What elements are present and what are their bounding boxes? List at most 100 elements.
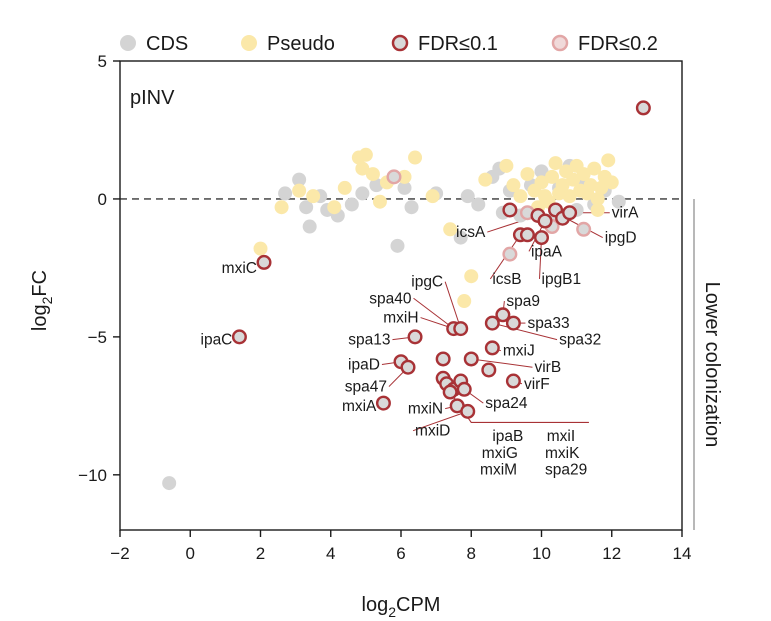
point-fdr-0-1: [502, 202, 518, 218]
point-cds: [355, 186, 370, 201]
point-fdr-0-1: [519, 227, 535, 243]
point-pseudo: [513, 189, 528, 204]
point-pseudo: [548, 156, 563, 171]
legend-item-fdr1: FDR≤0.1: [391, 33, 498, 55]
legend: CDS Pseudo FDR≤0.1 FDR≤0.2: [120, 33, 658, 55]
point-cds: [302, 219, 317, 234]
gene-label-mxik: mxiK: [545, 445, 580, 462]
gene-label-spa40: spa40: [369, 290, 412, 307]
point-fdr-0-2: [576, 221, 592, 237]
legend-label-fdr2: FDR≤0.2: [578, 33, 658, 55]
gene-label-ipgb1: ipgB1: [542, 271, 582, 288]
point-fdr-0-1: [456, 381, 472, 397]
gene-label-mxin: mxiN: [408, 401, 443, 418]
point-cds: [404, 200, 419, 215]
point-cds: [471, 197, 486, 212]
point-pseudo: [355, 161, 370, 176]
point-fdr-0-1: [453, 321, 469, 337]
gene-label-spa29: spa29: [545, 461, 587, 478]
gene-label-icsa: icsA: [456, 224, 486, 241]
point-pseudo: [534, 175, 549, 190]
point-cds: [299, 200, 314, 215]
legend-marker-fdr2: [551, 34, 569, 52]
point-pseudo: [590, 191, 605, 206]
y-axis: 5 0 −5 −10: [78, 52, 120, 485]
legend-marker-pseudo: [241, 35, 257, 51]
point-pseudo: [594, 180, 609, 195]
x-tick-label: −2: [110, 544, 129, 563]
point-fdr-0-1: [484, 315, 500, 331]
gene-label-mxig: mxiG: [482, 445, 518, 462]
point-fdr-0-1: [481, 362, 497, 378]
point-cds: [534, 164, 549, 179]
point-cds: [390, 238, 405, 253]
gene-label-ipaa: ipaA: [531, 243, 563, 260]
point-fdr-0-1: [484, 340, 500, 356]
point-pseudo: [576, 167, 591, 182]
point-pseudo: [499, 158, 514, 173]
point-fdr-0-1: [231, 329, 247, 345]
point-fdr-0-1: [562, 205, 578, 221]
point-pseudo: [443, 222, 458, 237]
point-pseudo: [425, 189, 440, 204]
leader-line-ipgc: [444, 281, 462, 329]
point-pseudo: [253, 241, 268, 256]
x-tick-label: 14: [673, 544, 692, 563]
gene-label-virf: virF: [524, 376, 550, 393]
gene-label-spa32: spa32: [559, 332, 601, 349]
x-tick-label: 2: [256, 544, 265, 563]
point-pseudo: [365, 167, 380, 182]
point-fdr-0-1: [400, 359, 416, 375]
point-cds: [278, 186, 293, 201]
leader-line-spa40: [413, 297, 454, 330]
x-tick-label: 4: [326, 544, 335, 563]
point-pseudo: [292, 183, 307, 198]
leader-line-virb: [471, 358, 533, 368]
data-points: [162, 100, 651, 491]
point-pseudo: [545, 169, 560, 184]
point-pseudo: [464, 269, 479, 284]
point-cds: [162, 476, 177, 491]
point-cds: [453, 230, 468, 245]
gene-label-ipab: ipaB: [492, 428, 523, 445]
point-fdr-0-1: [256, 254, 272, 270]
point-cds: [611, 194, 626, 209]
gene-label-mxim: mxiM: [480, 461, 517, 478]
x-axis: −2 0 2 4 6 8 10 12 14: [110, 530, 691, 563]
legend-marker-cds: [120, 35, 136, 51]
gene-label-mxij: mxiJ: [503, 343, 535, 360]
point-fdr-0-1: [460, 403, 476, 419]
legend-label-cds: CDS: [146, 33, 188, 55]
point-pseudo: [397, 169, 412, 184]
gene-label-mxia: mxiA: [342, 398, 377, 415]
x-tick-label: 12: [602, 544, 621, 563]
point-pseudo: [372, 194, 387, 209]
point-pseudo: [337, 180, 352, 195]
x-tick-label: 0: [186, 544, 195, 563]
point-cds: [460, 189, 475, 204]
legend-label-pseudo: Pseudo: [267, 33, 335, 55]
gene-label-mxid: mxiD: [415, 423, 450, 440]
x-axis-title: log2CPM: [362, 594, 441, 620]
point-pseudo: [601, 153, 616, 168]
point-fdr-0-1: [435, 351, 451, 367]
point-fdr-0-1: [495, 307, 511, 323]
gene-label-spa13: spa13: [348, 332, 390, 349]
panel-label: pINV: [130, 87, 175, 109]
point-pseudo: [408, 150, 423, 165]
leader-line-spa32: [492, 322, 558, 341]
gene-label-mxih: mxiH: [383, 310, 418, 327]
point-fdr-0-1: [375, 395, 391, 411]
point-pseudo: [604, 175, 619, 190]
point-pseudo: [555, 178, 570, 193]
y-axis-title: log2FC: [29, 270, 55, 331]
x-tick-label: 8: [467, 544, 476, 563]
point-pseudo: [358, 147, 373, 162]
point-fdr-0-1: [463, 351, 479, 367]
point-cds: [344, 197, 359, 212]
point-fdr-0-1: [407, 329, 423, 345]
gene-label-ipgd: ipgD: [605, 230, 637, 247]
